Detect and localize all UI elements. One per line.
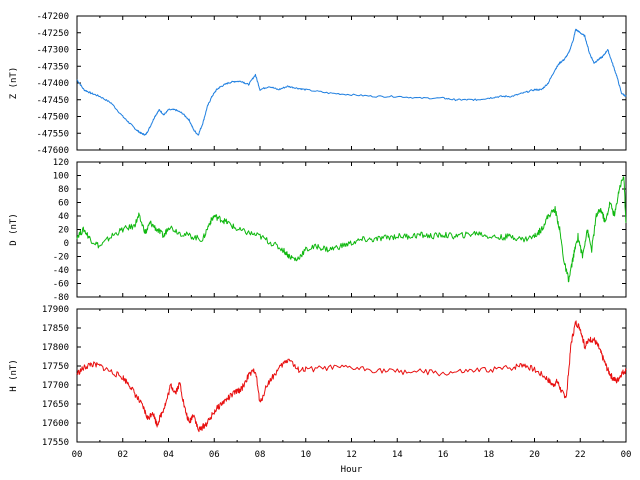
- x-tick-label: 16: [438, 450, 449, 460]
- d-y-tick-label: 100: [53, 172, 69, 182]
- d-y-tick-label: -20: [53, 253, 69, 263]
- z-series-line: [76, 28, 627, 136]
- h-y-tick-label: 17600: [42, 419, 69, 429]
- d-y-tick-label: 0: [64, 239, 69, 249]
- z-panel: -47600 -47550 -47500 -47450 -47400 -47350 -473…: [9, 12, 627, 156]
- x-tick-label: 02: [117, 450, 128, 460]
- h-y-tick-label: 17650: [42, 400, 69, 410]
- x-tick-label: 06: [209, 450, 220, 460]
- h-y-tick-label: 17800: [42, 343, 69, 353]
- x-tick-label: 10: [300, 450, 311, 460]
- z-y-tick-label: -47300: [36, 46, 69, 56]
- z-y-tick-label: -47600: [36, 146, 69, 156]
- d-y-tick-label: 120: [53, 158, 69, 168]
- h-y-tick-label: 17900: [42, 305, 69, 315]
- d-y-tick-label: -80: [53, 293, 69, 303]
- z-y-tick-label: -47400: [36, 79, 69, 89]
- x-tick-label: 08: [255, 450, 266, 460]
- x-tick-label: 00: [72, 450, 83, 460]
- z-y-tick-label: -47500: [36, 113, 69, 123]
- z-y-tick-label: -47550: [36, 129, 69, 139]
- d-y-tick-label: -60: [53, 280, 69, 290]
- z-y-tick-label: -47450: [36, 96, 69, 106]
- x-tick-label: 14: [392, 450, 403, 460]
- x-tick-label: 20: [529, 450, 540, 460]
- x-tick-label: 22: [575, 450, 586, 460]
- h-y-tick-label: 17750: [42, 362, 69, 372]
- z-y-tick-label: -47250: [36, 29, 69, 39]
- d-y-axis-title: D (nT): [9, 213, 19, 246]
- d-series-line: [76, 176, 627, 283]
- d-y-tick-label: 20: [58, 226, 69, 236]
- x-tick-label: 12: [346, 450, 357, 460]
- h-panel: 17550 17600 17650 17700 17750 17800 17850 17900…: [9, 305, 627, 448]
- x-axis-title: Hour: [341, 465, 363, 475]
- z-y-axis-title: Z (nT): [9, 67, 19, 100]
- d-y-tick-label: -40: [53, 266, 69, 276]
- h-y-tick-label: 17550: [42, 438, 69, 448]
- d-panel: -80 -60 -40 -20 0 20 40 60 80 100 120 D (nT): [9, 158, 627, 303]
- z-y-tick-label: -47350: [36, 62, 69, 72]
- x-tick-label: 00: [621, 450, 632, 460]
- x-tick-label: 18: [483, 450, 494, 460]
- h-y-tick-label: 17700: [42, 381, 69, 391]
- d-y-tick-label: 80: [58, 185, 69, 195]
- z-y-tick-label: -47200: [36, 12, 69, 22]
- x-tick-label: 04: [163, 450, 174, 460]
- d-y-tick-label: 40: [58, 212, 69, 222]
- h-y-axis-title: H (nT): [9, 359, 19, 392]
- h-y-tick-label: 17850: [42, 324, 69, 334]
- z-plot-frame: [76, 15, 627, 151]
- h-series-line: [76, 320, 627, 433]
- d-y-tick-label: 60: [58, 199, 69, 209]
